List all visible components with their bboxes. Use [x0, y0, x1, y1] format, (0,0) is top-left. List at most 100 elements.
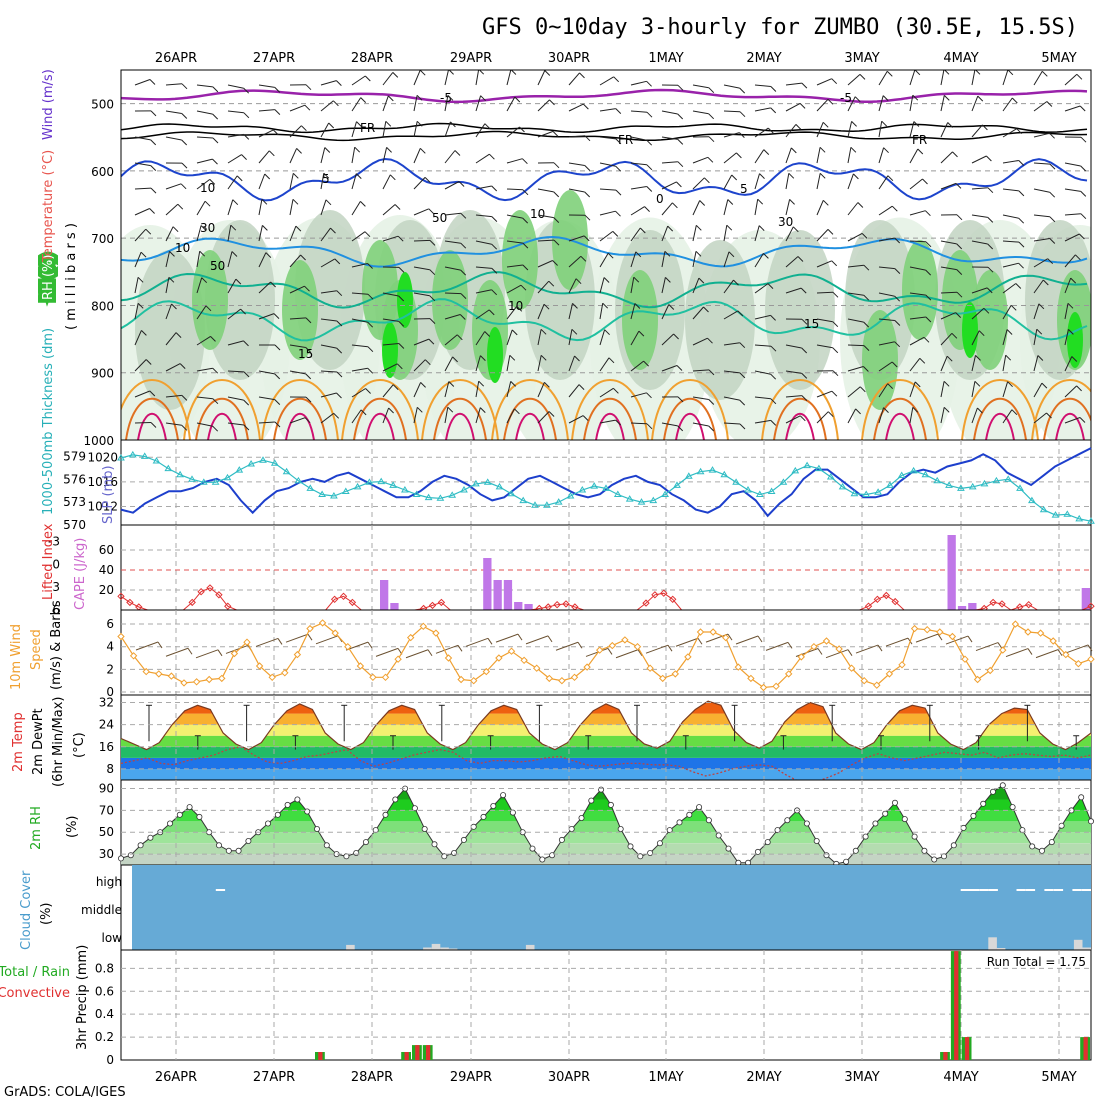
lifted-index-marker [571, 603, 579, 611]
wind-barb-flag [292, 198, 299, 205]
wind-speed-marker [268, 673, 276, 682]
thickness-marker [282, 467, 291, 475]
rh-green-area [902, 240, 938, 340]
freezing-level-lower [121, 130, 1088, 142]
wind-speed-marker [306, 624, 314, 633]
temp-ylabel-b: 2m DewPt [31, 708, 46, 775]
wind-barb-staff [165, 203, 179, 216]
surface-wind-barb-flag [607, 648, 613, 655]
wind-barb-staff [444, 381, 450, 398]
wind-barb-flag [416, 120, 423, 127]
precip-tick-label: 0.6 [95, 984, 114, 998]
cloud-high-bar [1072, 889, 1082, 891]
rh-marker [137, 842, 144, 849]
rh-marker [715, 832, 722, 839]
wind-barb-flag [579, 72, 585, 79]
wind-barb-flag [552, 131, 559, 137]
lifted-index-marker [668, 595, 677, 604]
date-label-top: 5MAY [1041, 51, 1076, 66]
temp-ylabel-a: 2m Temp [11, 712, 26, 772]
wind-barb-staff [475, 70, 480, 86]
wind-barb-flag [831, 78, 838, 85]
cape-li-frame [120, 524, 1092, 611]
wind-barb-staff [351, 201, 361, 216]
wind-barb-flag [788, 172, 795, 179]
wind-barb-flag [978, 330, 985, 337]
wind-barb-staff [1033, 132, 1050, 138]
wind-speed-marker [444, 654, 453, 662]
wind-barb-staff [816, 173, 821, 190]
wind-barb-flag [646, 111, 653, 118]
date-label-top: 3MAY [844, 51, 879, 66]
rh-marker [588, 797, 595, 804]
wind-speed-marker [684, 653, 692, 661]
wind-barb-staff [785, 395, 802, 398]
wind-barb-staff [506, 329, 513, 346]
wind-barb-flag [831, 260, 838, 267]
thickness-marker [696, 467, 705, 475]
surface-wind-barb-flag [817, 648, 823, 655]
wind-speed-marker [621, 636, 629, 644]
wind-barb-staff [537, 70, 546, 86]
wind-barb-flag [429, 318, 436, 324]
rh-marker [225, 847, 232, 854]
wind-barb-flag [478, 380, 485, 387]
wind-barb-staff [723, 342, 740, 346]
wind-barb-staff [506, 355, 511, 372]
cape-bar [493, 580, 502, 610]
thickness-marker [755, 490, 764, 497]
surface-wind-barb-flag [1057, 649, 1063, 656]
thickness-marker [566, 492, 575, 499]
thickness-marker [637, 498, 646, 505]
thickness-marker [1063, 510, 1072, 517]
cloud-low-bar [448, 948, 458, 950]
wind-barb-staff [940, 381, 945, 398]
temperature-contour-30 [515, 412, 545, 440]
wind-barb-staff [413, 148, 421, 164]
wind-barb-staff [1033, 162, 1051, 165]
wind-barb-staff [382, 95, 389, 112]
wind-barb-staff [289, 285, 305, 294]
rh-green-area [282, 260, 318, 360]
temperature-contour-20 [1031, 379, 1091, 440]
wind-barb-flag [894, 268, 901, 274]
wind-speed-marker [633, 642, 642, 651]
wind-barb-flag [389, 174, 396, 181]
rh-band [121, 843, 1091, 855]
wind-speed-marker [1087, 655, 1095, 663]
wind-speed-marker [847, 664, 856, 672]
rh-marker [382, 811, 389, 818]
wind-barb-flag [883, 147, 889, 154]
wind-barb-flag [1005, 354, 1012, 361]
cape-ylabel: CAPE (J/kg) [73, 538, 88, 610]
slp-thickness-panel: 579 576 573 570 1020 1016 1012 1000-500mb Thic… [41, 328, 1095, 532]
rh-marker [911, 833, 918, 840]
thickness-marker [708, 466, 717, 473]
wind-speed-marker [923, 625, 931, 634]
wind-barb-staff [475, 331, 486, 346]
contour-label: 50 [432, 211, 447, 225]
thickness-marker [933, 476, 942, 484]
wind-barb-staff [289, 199, 294, 216]
date-label-bottom: 30APR [548, 1070, 590, 1085]
wind-barb-staff [320, 173, 325, 190]
wind-speed-marker [961, 655, 969, 663]
wind-barb-flag [894, 341, 901, 348]
wind-barb-staff [351, 409, 362, 424]
rh-tick-label: 70 [99, 803, 114, 817]
wind-barb-flag [1046, 101, 1053, 107]
wind-barb-staff [692, 369, 710, 372]
wind-barb-flag [1079, 417, 1086, 423]
wind-barb-flag [943, 406, 950, 413]
wind-barb-staff [165, 83, 183, 86]
wind-barb-staff [227, 278, 237, 294]
pressure-tick-label: 800 [91, 299, 114, 313]
wind-barb-flag [480, 95, 486, 102]
surface-wind-barb [555, 641, 579, 651]
wind-barb-flag [974, 380, 981, 387]
wind-barb-staff [816, 122, 824, 138]
thickness-marker [1075, 514, 1084, 522]
wind-barb-flag [428, 338, 435, 345]
cape-li-panel: -3 0 3 6 60 40 20 Lifted Index CAPE (J/kg) [41, 523, 1095, 617]
temperature-contour-30 [675, 412, 705, 440]
